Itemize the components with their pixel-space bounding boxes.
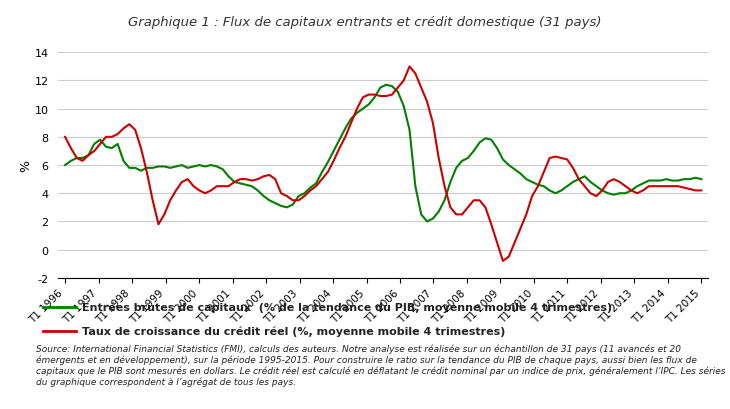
Text: Source: International Financial Statistics (FMI), calculs des auteurs. Notre ana: Source: International Financial Statisti…	[36, 344, 726, 386]
Y-axis label: %: %	[19, 160, 32, 172]
Text: Entrées brutes de capitaux  (% de la tendance du PIB, moyenne mobile 4 trimestre: Entrées brutes de capitaux (% de la tend…	[82, 301, 612, 312]
Text: Taux de croissance du crédit réel (%, moyenne mobile 4 trimestres): Taux de croissance du crédit réel (%, mo…	[82, 326, 506, 337]
Text: Graphique 1 : Flux de capitaux entrants et crédit domestique (31 pays): Graphique 1 : Flux de capitaux entrants …	[128, 16, 602, 29]
